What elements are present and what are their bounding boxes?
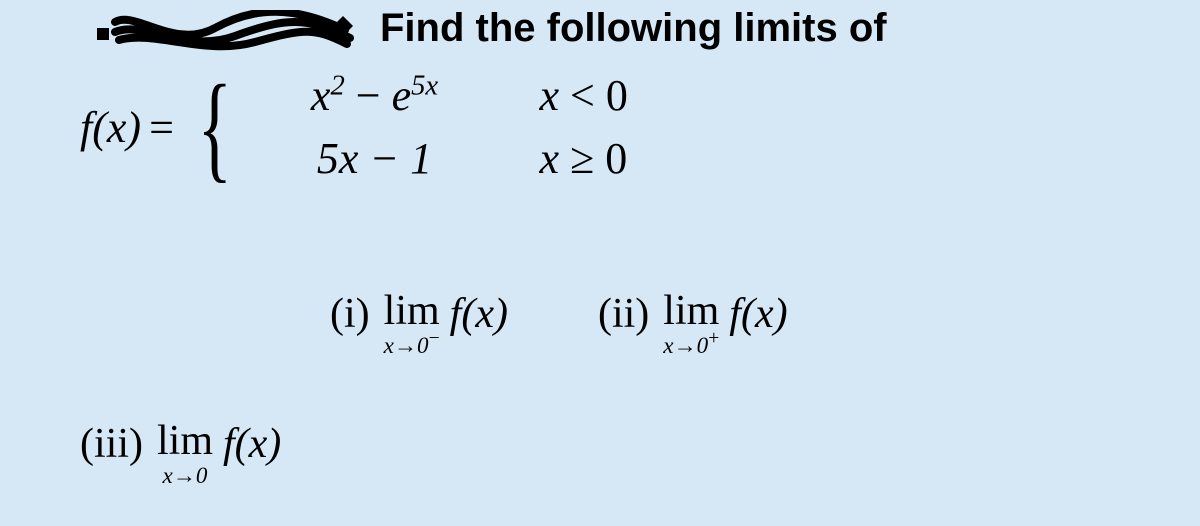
limit-iii-label: (iii) (80, 420, 143, 468)
limits-row-1: (i) lim x→0− f(x) (ii) lim x→0+ f(x) (330, 290, 788, 358)
limit-i-label: (i) (330, 290, 370, 338)
case-row-2: 5x − 1 x ≥ 0 (250, 133, 720, 184)
equals-sign: = (149, 102, 174, 153)
heading-text: Find the following limits of (380, 6, 887, 51)
cases-block: x2 − e5x x < 0 5x − 1 x ≥ 0 (250, 70, 720, 184)
limit-iii-stack: lim x→0 (157, 420, 213, 487)
case-row-1: x2 − e5x x < 0 (250, 70, 720, 121)
case2-condition: x ≥ 0 (540, 133, 720, 184)
limit-i: (i) lim x→0− f(x) (330, 290, 508, 358)
limit-ii: (ii) lim x→0+ f(x) (598, 290, 788, 358)
case1-expression: x2 − e5x (250, 70, 500, 121)
left-brace: { (197, 73, 232, 181)
limit-iii-fx: f(x) (223, 420, 281, 468)
limits-row-2: (iii) lim x→0 f(x) (80, 420, 281, 487)
function-lhs: f(x) (80, 102, 141, 153)
limit-i-fx: f(x) (450, 290, 508, 338)
page: Find the following limits of f(x) = { x2… (0, 0, 1200, 526)
redaction-scribble (95, 10, 355, 54)
case1-condition: x < 0 (540, 70, 720, 121)
case2-expression: 5x − 1 (250, 133, 500, 184)
piecewise-definition: f(x) = { x2 − e5x x < 0 5x − 1 x ≥ 0 (80, 70, 720, 184)
limit-ii-stack: lim x→0+ (663, 290, 719, 358)
limit-ii-label: (ii) (598, 290, 649, 338)
limit-iii: (iii) lim x→0 f(x) (80, 420, 281, 487)
limit-ii-fx: f(x) (729, 290, 787, 338)
limit-i-stack: lim x→0− (384, 290, 440, 358)
